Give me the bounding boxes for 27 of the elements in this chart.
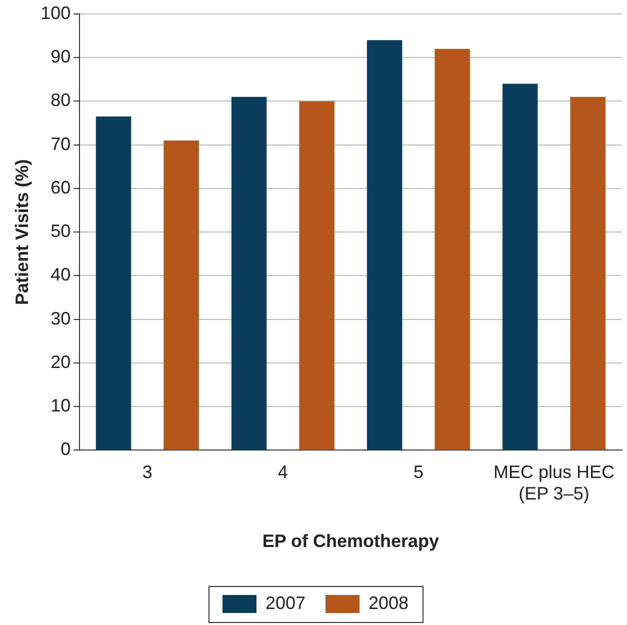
x-tick-label: MEC plus HEC (EP 3–5) [493, 462, 615, 504]
bar [231, 96, 267, 450]
y-tick-label: 100 [40, 2, 71, 23]
x-axis-title: EP of Chemotherapy [262, 531, 440, 552]
y-tick-label: 30 [50, 308, 71, 328]
bar [570, 96, 606, 450]
y-tick-label: 40 [50, 264, 71, 285]
y-axis-title: Patient Visits (%) [12, 159, 32, 305]
bar [502, 84, 538, 450]
bar [434, 48, 470, 450]
y-tick-label: 90 [50, 46, 71, 67]
y-tick-label: 80 [50, 90, 71, 110]
y-tick-label: 60 [50, 177, 71, 198]
legend-label: 2007 [265, 592, 306, 613]
x-tick-label: 5 [413, 462, 424, 482]
y-tick-label: 50 [50, 221, 71, 242]
y-tick-label: 10 [50, 396, 71, 416]
bar [96, 116, 132, 450]
bar [366, 40, 402, 450]
y-tick-label: 20 [50, 352, 71, 372]
y-tick-label: 70 [50, 134, 71, 154]
legend-label: 2008 [368, 592, 409, 613]
x-tick-label: 3 [142, 462, 152, 482]
bar [299, 101, 334, 450]
bar [164, 140, 199, 450]
y-tick-label: 0 [60, 439, 71, 460]
x-tick-label: 4 [278, 462, 288, 482]
